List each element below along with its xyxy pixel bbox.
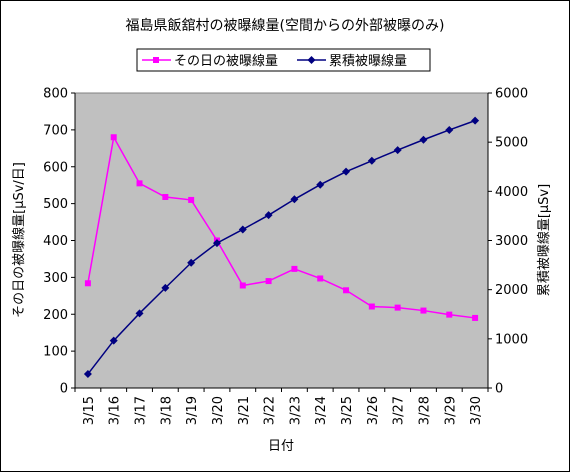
x-tick-label: 3/17: [134, 396, 149, 425]
data-point-cumulative: [342, 167, 351, 176]
data-point-cumulative: [187, 258, 196, 267]
y-left-tick-label: 100: [43, 345, 68, 360]
y-axis-right-label: 累積被曝線量[μSv]: [536, 184, 552, 296]
data-point-cumulative: [161, 283, 170, 292]
data-point-cumulative: [238, 225, 247, 234]
data-point-daily: [446, 311, 453, 318]
x-tick-label: 3/26: [366, 396, 381, 425]
data-point-cumulative: [290, 195, 299, 204]
y-left-tick-label: 700: [43, 123, 68, 138]
data-point-cumulative: [419, 135, 428, 144]
y-left-tick-label: 600: [43, 160, 68, 175]
x-tick-label: 3/19: [185, 396, 200, 425]
data-point-daily: [317, 275, 324, 282]
y-right-tick-label: 3000: [495, 234, 528, 249]
data-point-cumulative: [471, 116, 480, 125]
y-right-tick-label: 5000: [495, 136, 528, 151]
x-tick-label: 3/30: [469, 396, 484, 425]
series-line-1: [87, 135, 476, 319]
y-right-tick-label: 0: [495, 382, 503, 397]
data-point-daily: [84, 280, 91, 287]
x-tick-label: 3/15: [82, 396, 97, 425]
y-right-tick-label: 6000: [495, 87, 528, 102]
y-left-tick-label: 0: [60, 382, 68, 397]
legend-marker-daily: [153, 57, 159, 63]
x-tick-label: 3/20: [211, 396, 226, 425]
y-left-tick-label: 400: [43, 234, 68, 249]
x-axis-label: 日付: [268, 439, 294, 454]
legend-marker-cumulative: [307, 56, 316, 64]
x-tick-label: 3/16: [108, 396, 123, 425]
y-right-tick-label: 2000: [495, 283, 528, 298]
data-point-daily: [291, 265, 298, 272]
series-line-2: [87, 119, 476, 375]
data-point-cumulative: [445, 125, 454, 134]
chart-title: 福島県飯舘村の被曝線量(空間からの外部被曝のみ): [126, 17, 445, 34]
x-tick-label: 3/22: [263, 396, 278, 425]
data-point-cumulative: [83, 370, 92, 379]
data-point-daily: [394, 304, 401, 311]
x-tick-label: 3/21: [237, 396, 252, 425]
axes: 0 100 200 300 400 500 600 700 800 0 1000 2000 3000 40…: [43, 87, 528, 426]
data-point-cumulative: [212, 239, 221, 248]
y-right-tick-label: 1000: [495, 332, 528, 347]
x-tick-label: 3/27: [392, 396, 407, 425]
y-right-tick-label: 4000: [495, 185, 528, 200]
legend-box: [136, 48, 431, 72]
data-point-cumulative: [264, 211, 273, 220]
data-point-daily: [420, 307, 427, 314]
x-tick-label: 3/25: [340, 396, 355, 425]
legend-label-daily: その日の被曝線量: [174, 53, 278, 69]
data-point-daily: [239, 282, 246, 289]
y-left-tick-label: 800: [43, 87, 68, 102]
x-tick-label: 3/29: [443, 396, 458, 425]
x-tick-label: 3/24: [314, 396, 329, 425]
x-tick-label: 3/18: [159, 396, 174, 425]
legend: その日の被曝線量 累積被曝線量: [136, 48, 431, 72]
y-left-tick-label: 500: [43, 197, 68, 212]
data-point-daily: [472, 314, 479, 321]
legend-label-cumulative: 累積被曝線量: [329, 53, 407, 69]
x-tick-label: 3/28: [417, 396, 432, 425]
plot-area: [74, 92, 489, 389]
x-tick-label: 3/23: [288, 396, 303, 425]
data-point-daily: [343, 287, 350, 294]
data-point-daily: [136, 180, 143, 187]
data-point-daily: [368, 303, 375, 310]
series-layer: [83, 116, 480, 379]
data-point-daily: [162, 193, 169, 200]
data-point-cumulative: [135, 309, 144, 318]
data-point-daily: [110, 134, 117, 141]
data-point-cumulative: [367, 156, 376, 165]
data-point-daily: [265, 278, 272, 285]
y-left-tick-label: 200: [43, 308, 68, 323]
data-point-cumulative: [316, 180, 325, 189]
y-axis-left-label: その日の被曝線量[μSv/日]: [11, 162, 27, 318]
data-point-cumulative: [109, 336, 118, 345]
y-left-tick-label: 300: [43, 271, 68, 286]
data-point-daily: [188, 196, 195, 203]
data-point-cumulative: [393, 146, 402, 155]
